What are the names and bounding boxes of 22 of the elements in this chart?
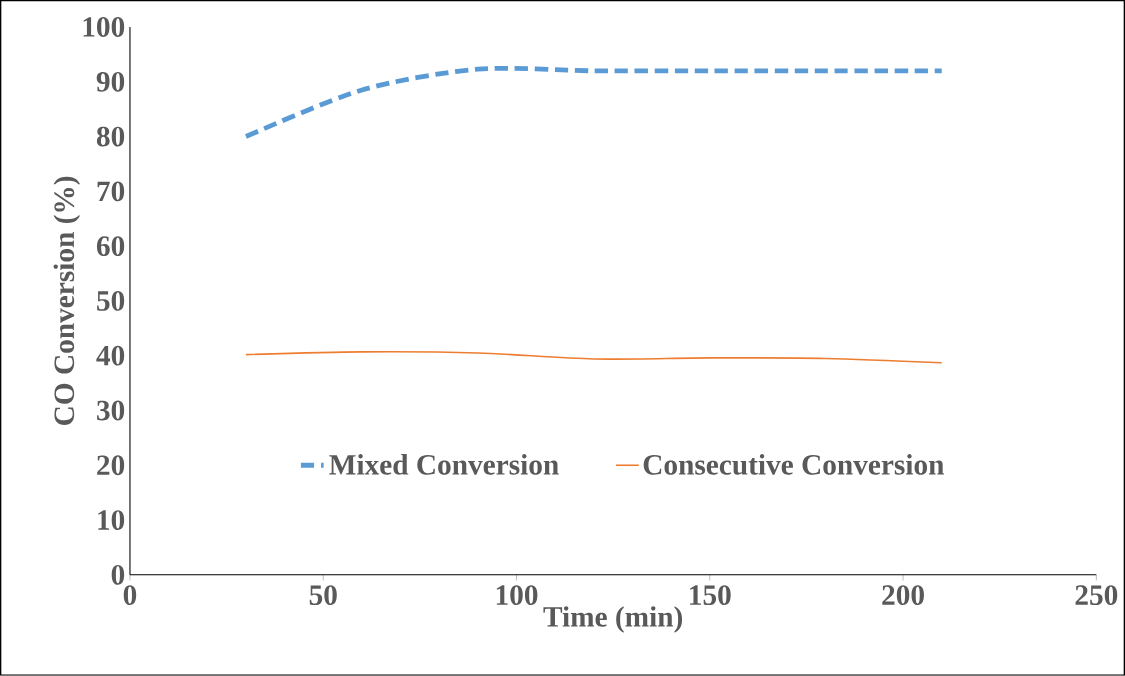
y-axis-title: CO Conversion (%) bbox=[53, 176, 81, 425]
y-tick-label: 70 bbox=[97, 181, 125, 202]
legend-label: Consecutive Conversion bbox=[643, 454, 944, 475]
x-tick-label: 100 bbox=[496, 585, 538, 606]
x-tick-label: 150 bbox=[690, 585, 731, 606]
y-tick-label: 100 bbox=[83, 17, 125, 37]
y-tick-label: 0 bbox=[111, 565, 125, 585]
y-tick-label: 50 bbox=[97, 291, 125, 311]
line-series bbox=[243, 65, 945, 140]
y-tick-label: 30 bbox=[97, 400, 125, 421]
x-axis-title: Time (min) bbox=[543, 606, 683, 633]
x-tick-label: 250 bbox=[1075, 585, 1118, 606]
y-tick-label: 60 bbox=[96, 236, 125, 257]
x-tick-label: 50 bbox=[309, 585, 337, 606]
line-series bbox=[245, 351, 943, 364]
y-tick-label: 80 bbox=[96, 126, 125, 147]
x-tick-label: 200 bbox=[882, 585, 924, 606]
y-tick-label: 90 bbox=[96, 71, 125, 92]
y-tick-label: 40 bbox=[96, 345, 125, 366]
legend-label: Mixed Conversion bbox=[329, 454, 559, 475]
y-tick-label: 10 bbox=[98, 510, 125, 531]
y-tick-label: 20 bbox=[97, 455, 125, 476]
